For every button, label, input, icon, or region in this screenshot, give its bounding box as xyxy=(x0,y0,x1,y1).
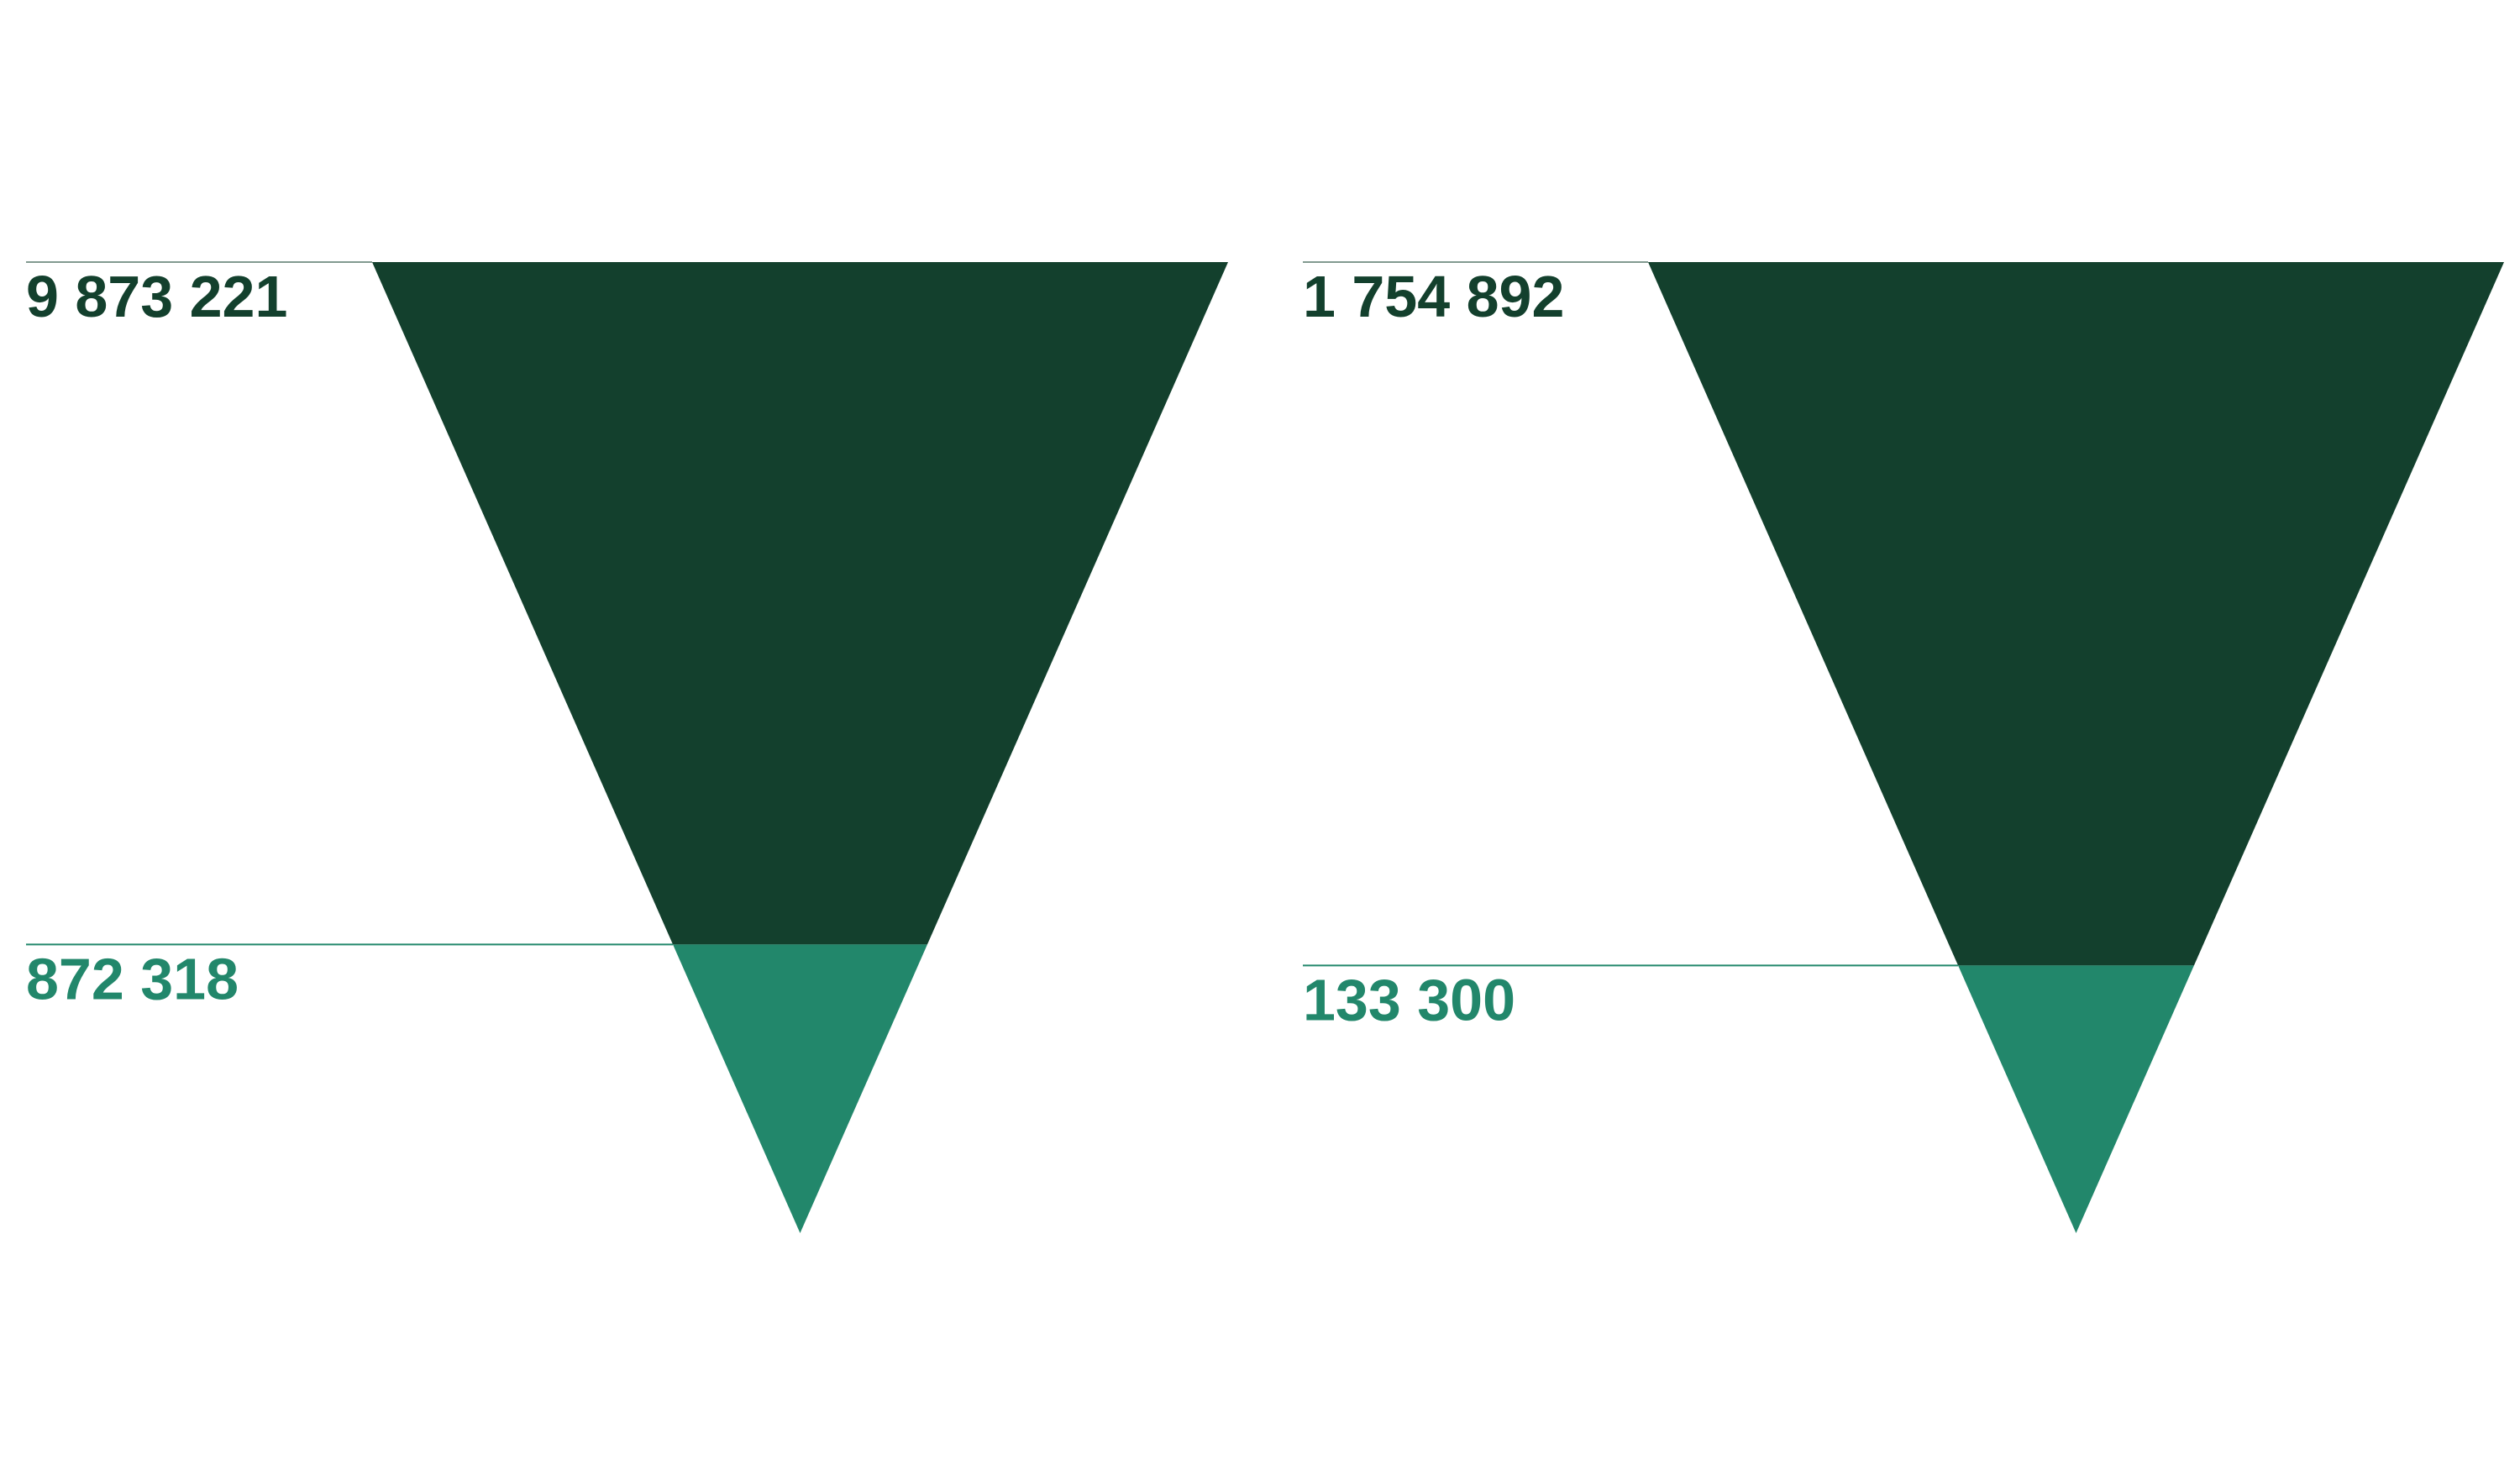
funnel-chart-left: 9 873 221 872 318 xyxy=(26,261,1228,1233)
value-label-top: 9 873 221 xyxy=(26,264,287,329)
value-label-bottom: 872 318 xyxy=(26,946,239,1011)
funnel-chart-right: 1 754 892 133 300 xyxy=(1303,261,2504,1233)
value-label-top: 1 754 892 xyxy=(1303,264,1564,329)
funnel-stage-top xyxy=(1648,262,2504,966)
funnel-stage-top xyxy=(372,262,1228,945)
value-label-bottom: 133 300 xyxy=(1303,967,1515,1032)
funnel-stage-bottom xyxy=(1958,965,2194,1233)
funnel-stage-bottom xyxy=(673,944,927,1233)
